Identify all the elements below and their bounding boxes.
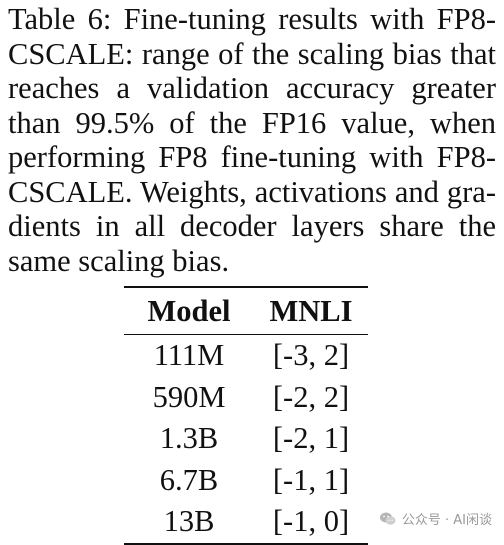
table-caption: Table 6: Fine-tuning results with FP8- C… [8, 2, 496, 278]
results-table-grid: Model MNLI 111M [-3, 2] 590M [-2, 2] 1.3… [124, 286, 368, 545]
caption-line: than 99.5% of the FP16 value, when [8, 105, 496, 140]
caption-line: same scaling bias. [8, 243, 230, 278]
model-cell: 590M [152, 379, 226, 414]
model-cell: 111M [153, 338, 225, 373]
table-row: 590M [-2, 2] [124, 377, 368, 419]
mnli-cell: [-1, 0] [272, 504, 350, 539]
mnli-cell: [-1, 1] [272, 462, 350, 497]
table-header-row: Model MNLI [124, 287, 368, 335]
caption-line: CSCALE. Weights, activations and gra- [8, 174, 496, 209]
column-header-mnli: MNLI [269, 293, 353, 328]
model-cell: 13B [163, 504, 215, 539]
column-header-model: Model [147, 293, 231, 328]
caption-line: reaches a validation accuracy greater [8, 71, 496, 105]
watermark-text: 公众号 · AI闲谈 [401, 513, 492, 528]
caption-line: CSCALE: range of the scaling bias that [8, 36, 496, 71]
model-cell: 1.3B [159, 421, 219, 456]
mnli-cell: [-3, 2] [272, 338, 350, 373]
mnli-cell: [-2, 1] [272, 421, 350, 456]
table-row: 1.3B [-2, 1] [124, 418, 368, 460]
table-row: 111M [-3, 2] [124, 335, 368, 377]
mnli-cell: [-2, 2] [272, 379, 350, 414]
caption-line: Table 6: Fine-tuning results with FP8- [8, 2, 496, 36]
table-row: 6.7B [-1, 1] [124, 460, 368, 502]
table-row: 13B [-1, 0] [124, 501, 368, 544]
watermark: 公众号 · AI闲谈 [379, 509, 492, 528]
caption-line: dients in all decoder layers share the [8, 209, 496, 243]
model-cell: 6.7B [159, 462, 219, 497]
wechat-icon [379, 510, 397, 528]
caption-line: performing FP8 fine-tuning with FP8- [8, 140, 496, 174]
results-table: Model MNLI 111M [-3, 2] 590M [-2, 2] 1.3… [124, 286, 368, 545]
